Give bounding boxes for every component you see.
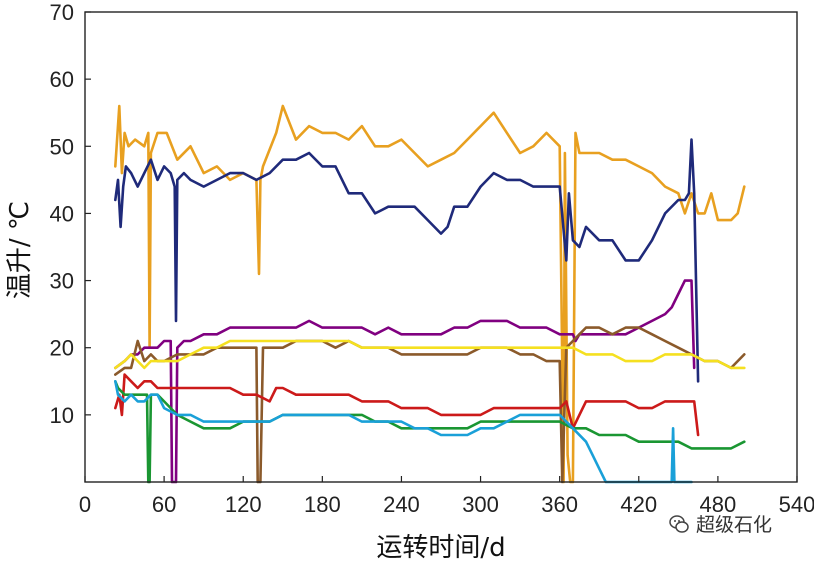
series-line-7: [114, 379, 746, 484]
y-tick-label: 20: [50, 336, 74, 361]
x-tick-label: 60: [152, 492, 176, 517]
x-tick-label: 240: [383, 492, 420, 517]
y-tick-label: 30: [50, 269, 74, 294]
watermark: 超级石化: [668, 510, 772, 537]
y-tick-label: 70: [50, 0, 74, 25]
plot-lines: [114, 104, 746, 484]
y-tick-label: 60: [50, 67, 74, 92]
y-tick-label: 40: [50, 201, 74, 226]
series-line-3: [114, 279, 696, 484]
y-axis-title: 温升/ ℃: [5, 201, 35, 299]
x-tick-label: 360: [541, 492, 578, 517]
watermark-text: 超级石化: [696, 514, 773, 536]
series-line-2: [114, 138, 700, 383]
series-line-6: [114, 373, 700, 437]
wechat-logo-icon: [669, 514, 689, 533]
x-tick-label: 540: [779, 492, 814, 517]
y-tick-label: 10: [50, 403, 74, 428]
x-tick-label: 300: [462, 492, 499, 517]
series-line-5: [114, 339, 746, 370]
x-tick-label: 0: [79, 492, 91, 517]
x-axis-ticks: 0 60 120 180 240 300 360 420 480 540: [79, 476, 814, 517]
series-line-8: [114, 379, 693, 484]
x-tick-label: 420: [620, 492, 657, 517]
series-line-4: [114, 326, 746, 484]
x-tick-label: 180: [304, 492, 341, 517]
series-line-1: [114, 104, 746, 484]
x-tick-label: 480: [700, 492, 737, 517]
y-axis-ticks: 10 20 30 40 50 60 70: [50, 0, 91, 428]
y-tick-label: 50: [50, 134, 74, 159]
x-axis-title: 运转时间/d: [376, 533, 505, 563]
x-tick-label: 120: [225, 492, 262, 517]
plot-frame: [84, 11, 798, 483]
